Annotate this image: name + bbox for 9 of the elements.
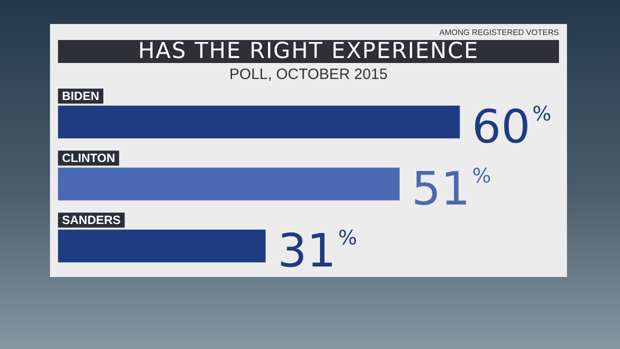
data-label: 60% — [472, 99, 552, 154]
chart-title: HAS THE RIGHT EXPERIENCE — [58, 39, 559, 64]
y-tick-label: SANDERS — [62, 212, 121, 227]
text: AMONG REGISTERED VOTERS — [439, 28, 559, 37]
y-tick-label: CLINTON — [62, 150, 116, 165]
chart-subtitle: POLL, OCTOBER 2015 — [228, 66, 389, 83]
data-label: 51% — [412, 161, 492, 216]
y-tick-label: BIDEN — [62, 88, 100, 103]
data-label: 31% — [278, 223, 358, 278]
